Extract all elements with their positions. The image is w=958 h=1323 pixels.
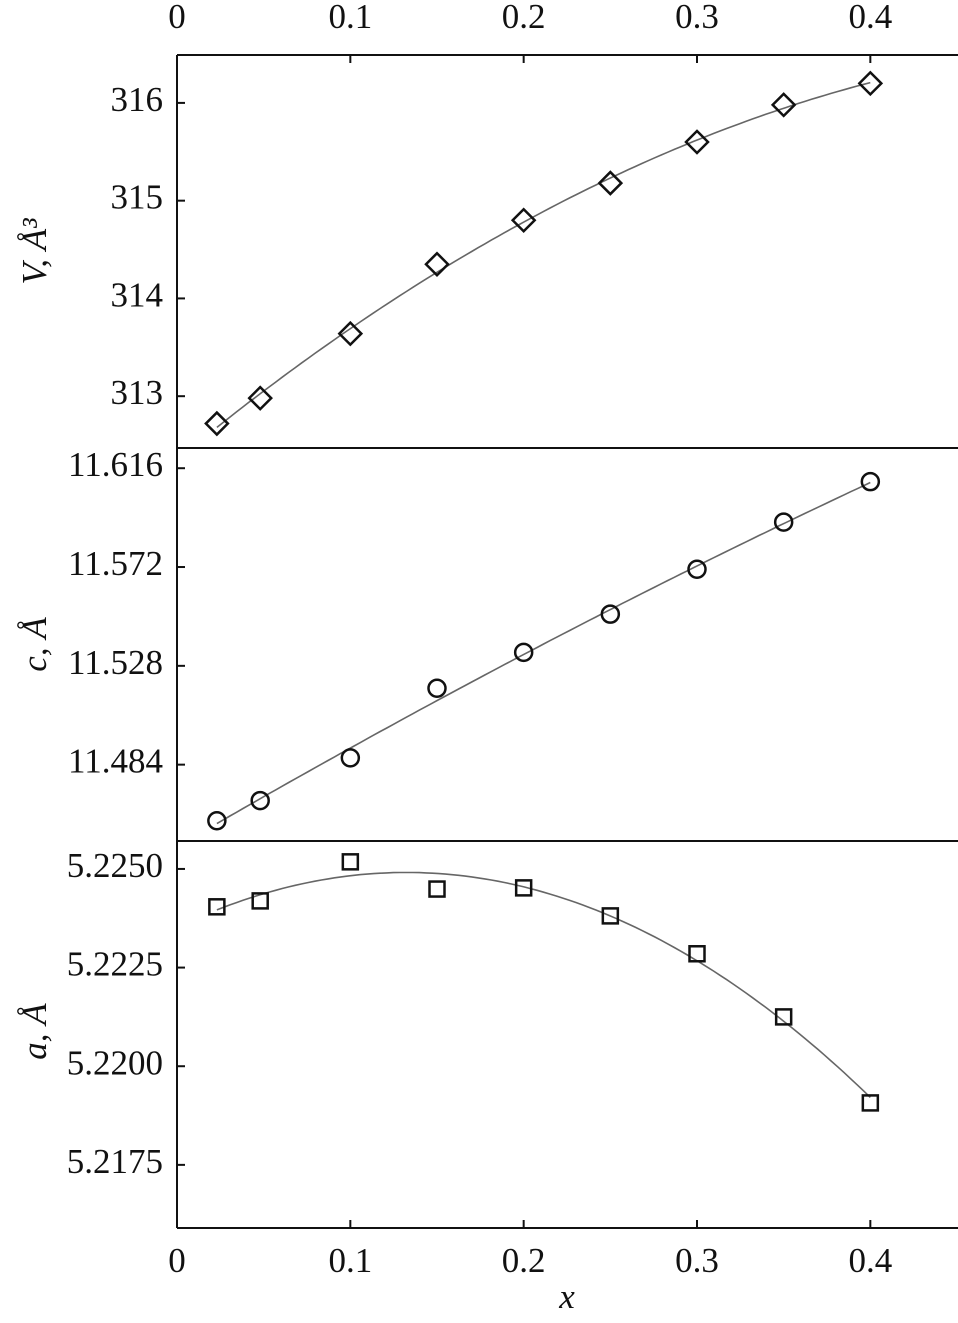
x-tick-label: 0.3: [675, 1241, 719, 1280]
marker: [208, 898, 226, 916]
y-axis-label: a, Å: [15, 1003, 54, 1060]
marker: [774, 1008, 793, 1026]
marker: [510, 207, 537, 233]
x-tick-label: 0: [168, 1241, 186, 1280]
y-tick-label: 316: [111, 80, 164, 119]
y-tick-label: 315: [111, 178, 164, 217]
marker: [513, 642, 534, 663]
y-axis-label: V, Å³: [15, 218, 54, 285]
x-tick-label: 0: [168, 0, 186, 36]
marker: [600, 604, 621, 624]
marker: [773, 512, 794, 532]
x-axis-label: x: [558, 1277, 575, 1316]
marker: [251, 892, 269, 910]
y-tick-label: 313: [111, 373, 164, 412]
y-tick-label: 5.2200: [67, 1043, 163, 1082]
y-tick-label: 11.528: [68, 643, 163, 682]
marker: [207, 811, 227, 831]
marker: [424, 251, 450, 277]
fit-curve: [216, 481, 871, 825]
fit-curve: [216, 81, 871, 429]
marker: [601, 907, 620, 925]
y-tick-label: 11.484: [68, 742, 163, 781]
marker: [597, 170, 624, 196]
y-tick-label: 5.2250: [67, 846, 163, 885]
marker: [857, 70, 884, 97]
marker: [247, 385, 273, 411]
marker: [427, 678, 447, 699]
y-tick-label: 11.616: [68, 445, 163, 484]
marker: [770, 92, 797, 118]
marker: [684, 129, 710, 155]
marker: [204, 410, 230, 437]
marker: [250, 790, 270, 811]
x-tick-label: 0.1: [328, 1241, 372, 1280]
marker: [688, 945, 706, 963]
marker: [514, 879, 533, 897]
marker: [860, 471, 881, 492]
y-tick-label: 5.2175: [67, 1142, 163, 1181]
marker: [428, 880, 446, 898]
y-axis-label: c, Å: [15, 617, 54, 672]
marker: [340, 748, 361, 768]
x-tick-label: 0.2: [502, 1241, 546, 1280]
x-tick-label: 0.1: [328, 0, 372, 36]
x-tick-label: 0.4: [848, 1241, 892, 1280]
y-tick-label: 314: [111, 275, 164, 314]
marker: [337, 320, 364, 347]
y-tick-label: 5.2225: [67, 945, 163, 984]
x-tick-label: 0.3: [675, 0, 719, 36]
fit-curve: [216, 871, 871, 1098]
x-tick-label: 0.2: [502, 0, 546, 36]
marker: [861, 1094, 880, 1112]
marker: [687, 559, 707, 580]
y-tick-label: 11.572: [68, 544, 163, 583]
marker: [341, 853, 360, 871]
x-tick-label: 0.4: [848, 0, 892, 36]
